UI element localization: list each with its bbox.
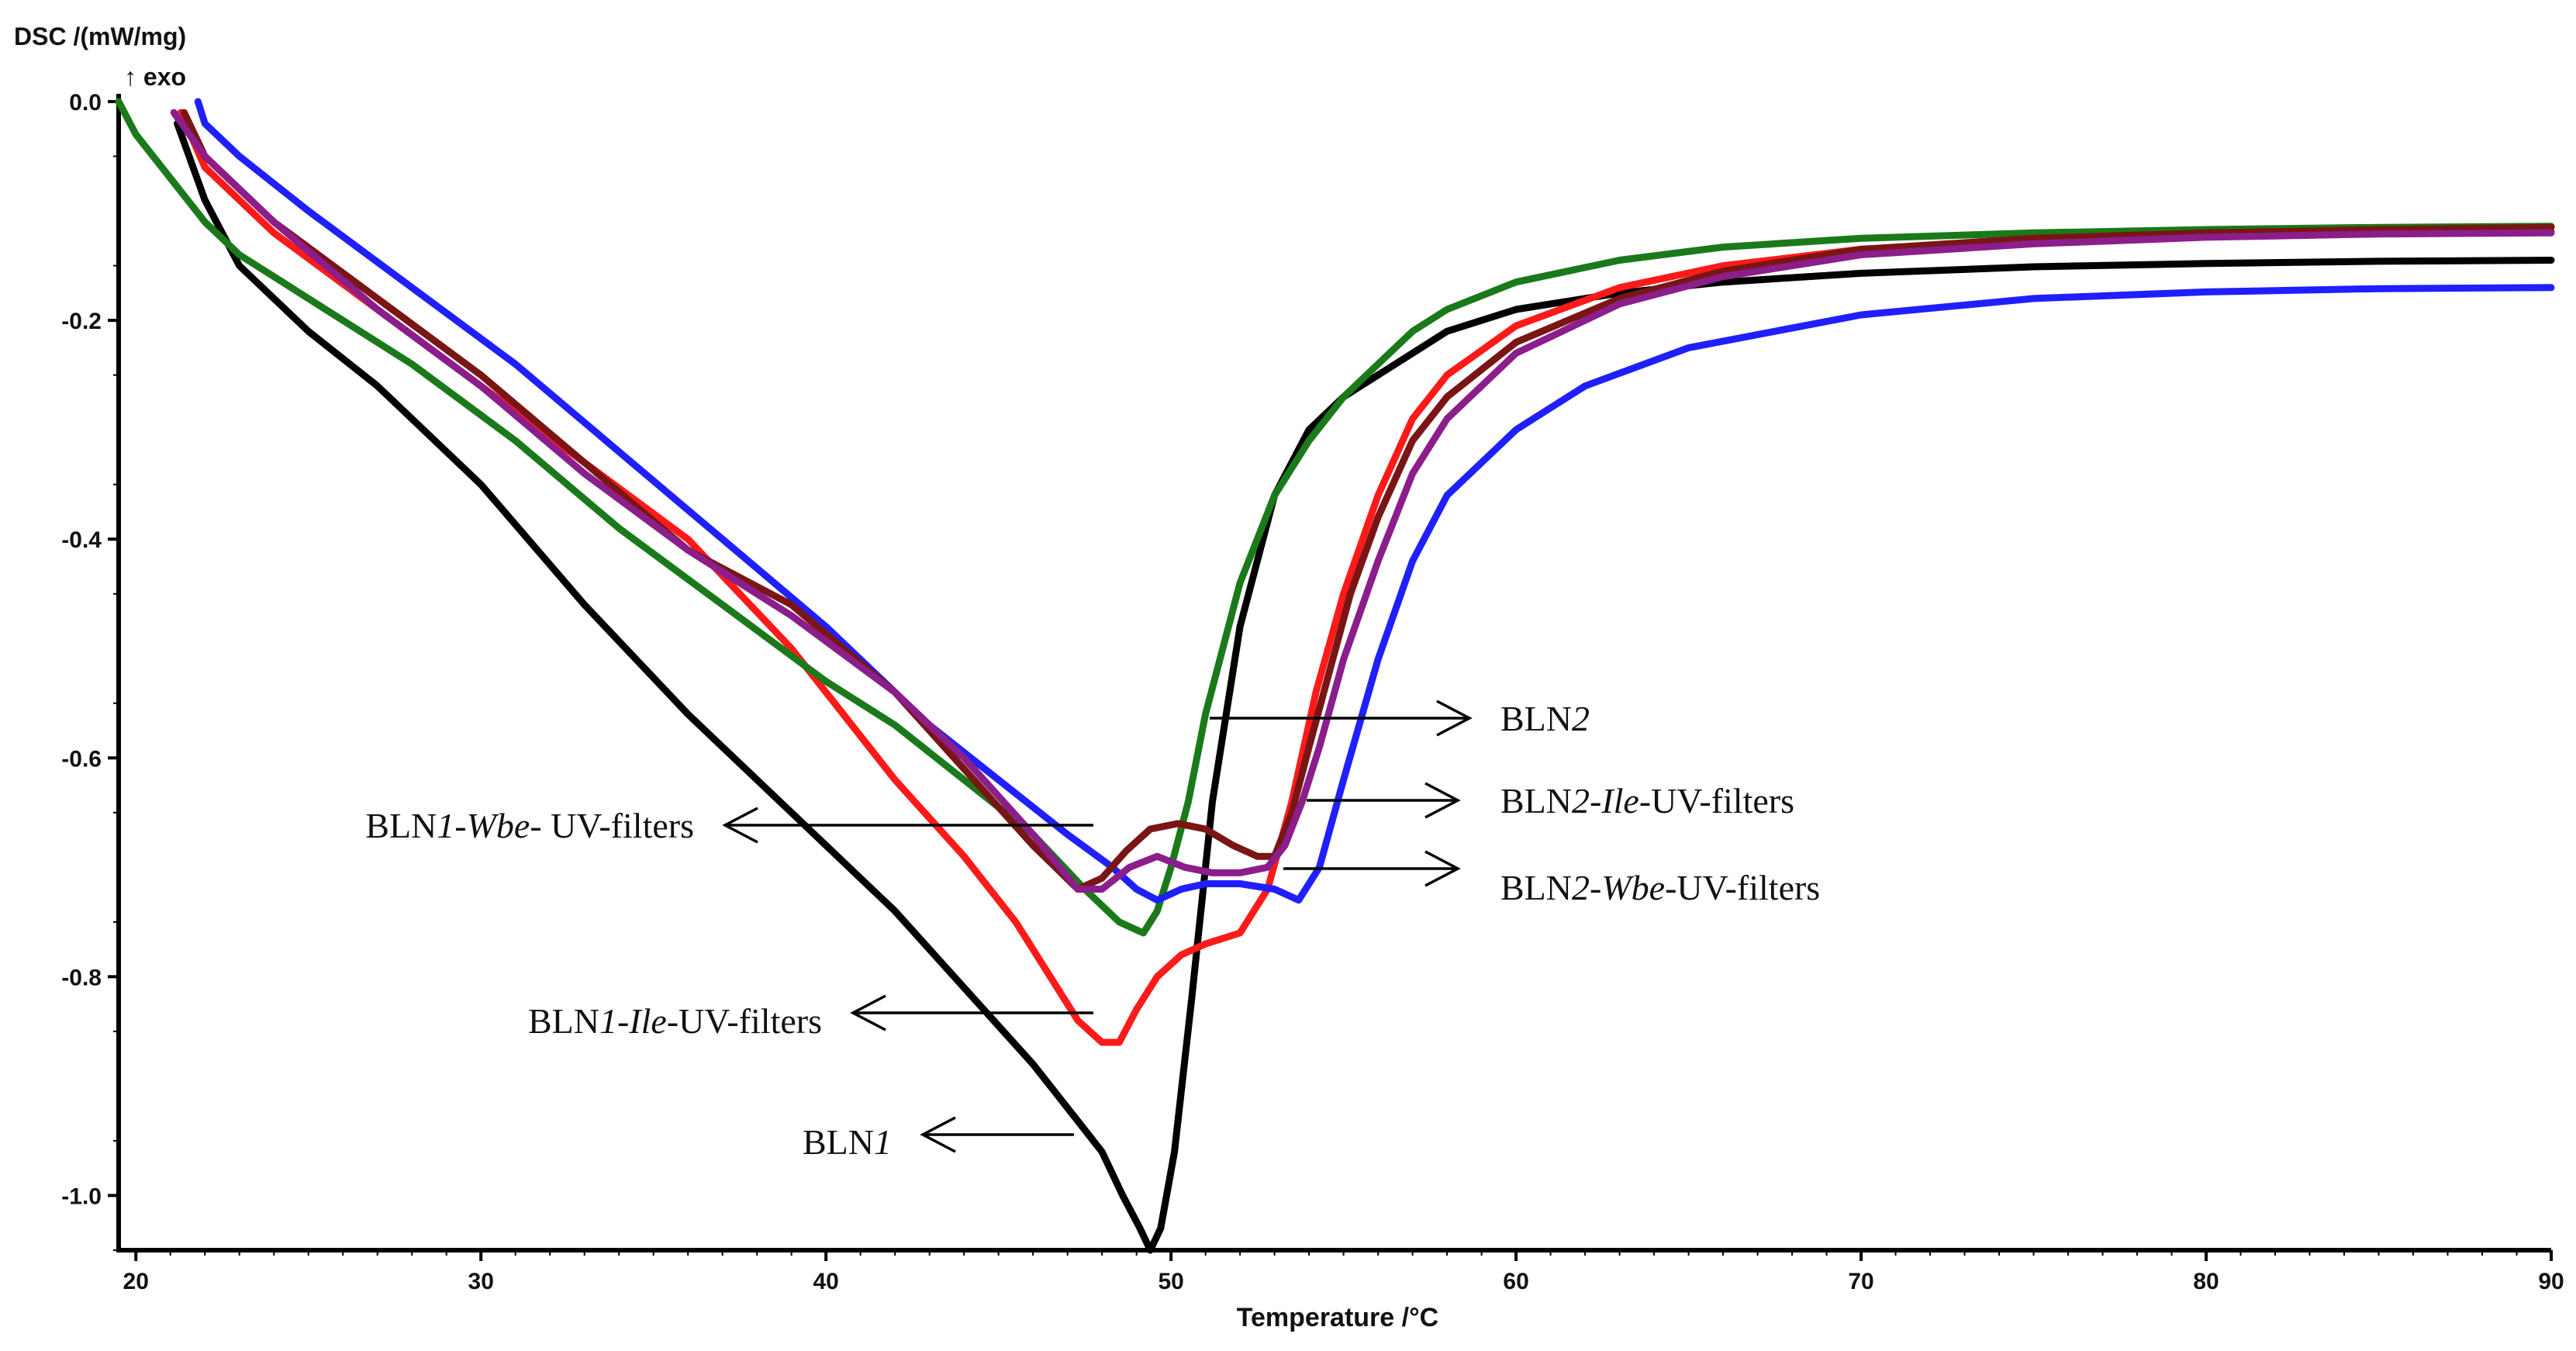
annotation-arrow-head bbox=[722, 807, 758, 844]
y-tick-label: -1.0 bbox=[61, 1183, 102, 1209]
annotation-label-part: BLN bbox=[528, 1001, 599, 1041]
x-axis-label: Temperature /°C bbox=[1237, 1303, 1438, 1332]
x-tick-label: 60 bbox=[1503, 1269, 1528, 1294]
annotation-label-part: BLN bbox=[803, 1122, 874, 1162]
y-tick-label: -0.8 bbox=[61, 965, 102, 990]
annotation-label: BLN2 bbox=[1500, 699, 1590, 738]
annotation-arrow-head bbox=[850, 994, 886, 1031]
annotation-label: BLN1-Wbe- UV-filters bbox=[365, 806, 694, 845]
annotation-label-part: - UV-filters bbox=[530, 806, 694, 845]
x-tick-label: 20 bbox=[123, 1269, 149, 1294]
series-line-bln2 bbox=[194, 98, 2555, 904]
x-tick-label: 40 bbox=[813, 1269, 838, 1294]
annotation-arrow-head bbox=[1436, 700, 1473, 737]
annotation-arrow-head bbox=[1424, 850, 1461, 887]
series-line-bln2-wbe-uv-filters bbox=[170, 109, 2555, 893]
series-line-bln1-wbe-uv-filters bbox=[115, 98, 2555, 937]
y-tick-label: 0.0 bbox=[69, 90, 102, 116]
annotation-label-part: 2-Ile bbox=[1572, 781, 1639, 821]
annotations: BLN2BLN2-Ile-UV-filtersBLN2-Wbe-UV-filte… bbox=[365, 699, 1820, 1162]
y-axis-label: DSC /(mW/mg) bbox=[14, 22, 186, 50]
x-tick-label: 90 bbox=[2538, 1269, 2564, 1294]
y-tick-label: -0.2 bbox=[61, 309, 102, 334]
x-tick-label: 80 bbox=[2193, 1269, 2219, 1294]
annotation-label: BLN1 bbox=[803, 1122, 892, 1162]
annotation-label: BLN2-Ile-UV-filters bbox=[1500, 781, 1794, 821]
y-tick-label: -0.6 bbox=[61, 746, 102, 772]
annotation-label-part: -UV-filters bbox=[1639, 781, 1794, 821]
y-tick-label: -0.4 bbox=[61, 527, 102, 553]
tick-labels: 20 30 40 50 60 70 80 90 0.0 -0.2 -0.4 -0.6 -0.8 -1.0 bbox=[61, 90, 2564, 1294]
annotation-label-part: 1 bbox=[874, 1122, 892, 1162]
annotation-label: BLN2-Wbe-UV-filters bbox=[1500, 868, 1820, 907]
annotation-label-part: BLN bbox=[1500, 868, 1572, 907]
axes bbox=[116, 94, 2551, 1253]
annotation-label-part: 2-Wbe bbox=[1572, 868, 1665, 907]
series-line-bln1-ile-uv-filters bbox=[177, 109, 2555, 1046]
annotation-label-part: 1-Ile bbox=[599, 1001, 667, 1041]
annotation-arrow-head bbox=[920, 1116, 956, 1153]
series-lines bbox=[115, 98, 2555, 1254]
annotation-label-part: 2 bbox=[1572, 699, 1590, 738]
annotation-label: BLN1-Ile-UV-filters bbox=[528, 1001, 822, 1041]
annotation-label-part: -UV-filters bbox=[1665, 868, 1820, 907]
annotation-arrow-head bbox=[1424, 782, 1461, 819]
annotation-label-part: -UV-filters bbox=[667, 1001, 822, 1041]
x-tick-label: 50 bbox=[1158, 1269, 1183, 1294]
x-tick-label: 70 bbox=[1848, 1269, 1873, 1294]
annotation-label-part: BLN bbox=[365, 806, 437, 845]
x-tick-label: 30 bbox=[468, 1269, 494, 1294]
annotation-label-part: BLN bbox=[1500, 699, 1572, 738]
annotation-label-part: 1-Wbe bbox=[437, 806, 530, 845]
annotation-label-part: BLN bbox=[1500, 781, 1572, 821]
exo-direction-label: ↑ exo bbox=[124, 63, 186, 91]
